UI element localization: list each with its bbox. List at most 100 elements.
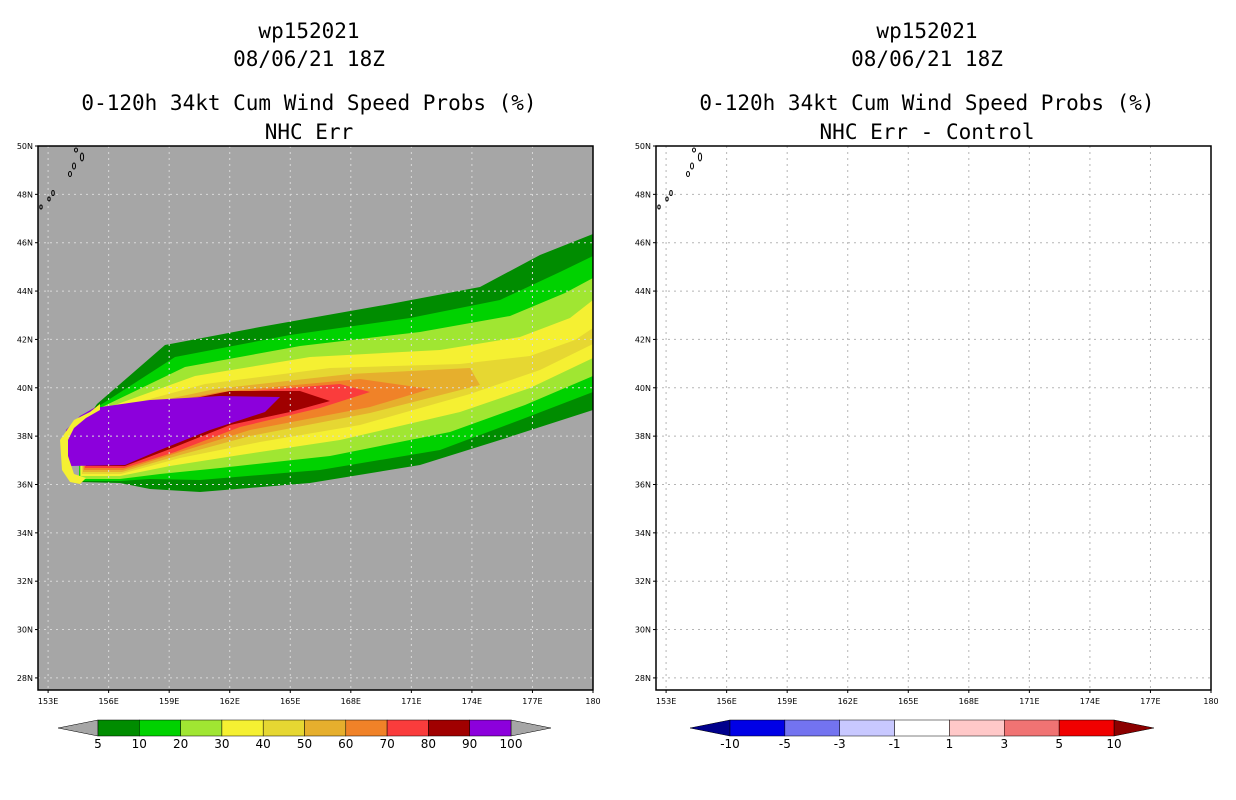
- colorbar-segment: [949, 719, 1005, 737]
- lat-label: 28N: [635, 674, 651, 683]
- map-area: [656, 146, 1211, 690]
- lon-label: 168E: [341, 697, 361, 706]
- colorbar-label: 10: [1106, 737, 1121, 751]
- colorbar-segment: [221, 719, 264, 737]
- colorbar-segment: [839, 719, 895, 737]
- colorbar-label: 10: [132, 737, 147, 751]
- island-coastline: [686, 171, 690, 177]
- lat-label: 32N: [17, 577, 33, 586]
- lat-label: 50N: [635, 142, 651, 151]
- colorbar-label: 80: [421, 737, 436, 751]
- colorbar-under-arrow: [689, 719, 731, 737]
- lon-label: 180: [1203, 697, 1218, 706]
- colorbar-label: -5: [779, 737, 791, 751]
- colorbar-label: -1: [889, 737, 901, 751]
- forecast-datetime: 08/06/21 18Z: [851, 47, 1003, 71]
- lat-label: 40N: [635, 384, 651, 393]
- storm-id: wp152021: [258, 19, 360, 43]
- map-frame: [37, 145, 594, 691]
- colorbar-segment: [1058, 719, 1115, 737]
- colorbar-segment: [97, 719, 140, 737]
- colorbar-segment: [180, 719, 223, 737]
- island-coastline: [692, 147, 696, 153]
- lon-label: 171E: [401, 697, 421, 706]
- lat-label: 40N: [17, 384, 33, 393]
- colorbar-segment: [1004, 719, 1060, 737]
- lat-label: 44N: [17, 287, 33, 296]
- lat-label: 38N: [635, 432, 651, 441]
- lon-label: 156E: [716, 697, 736, 706]
- lon-label: 168E: [959, 697, 979, 706]
- colorbar-segment: [386, 719, 429, 737]
- colorbar-segment: [469, 719, 512, 737]
- storm-id: wp152021: [876, 19, 978, 43]
- island-coastline: [697, 152, 703, 162]
- island-coastline: [657, 204, 661, 210]
- island-coastline: [72, 162, 76, 170]
- colorbar-label: 70: [379, 737, 394, 751]
- colorbar-label: 60: [338, 737, 353, 751]
- prob-contour-90: [64, 396, 280, 466]
- lon-label: 165E: [280, 697, 300, 706]
- lon-label: 162E: [838, 697, 858, 706]
- colorbar-over-arrow: [1113, 719, 1155, 737]
- colorbar-segment: [784, 719, 840, 737]
- map-frame: [655, 145, 1212, 691]
- colorbar-segment: [139, 719, 181, 737]
- product-title: 0-120h 34kt Cum Wind Speed Probs (%): [699, 91, 1155, 115]
- lon-label: 174E: [462, 697, 482, 706]
- lon-label: 162E: [220, 697, 240, 706]
- colorbar-label: 30: [214, 737, 229, 751]
- colorbar-label: -3: [834, 737, 846, 751]
- lon-label: 174E: [1080, 697, 1100, 706]
- panel-nhc-err-control: wp152021 08/06/21 18Z 0-120h 34kt Cum Wi…: [618, 0, 1236, 800]
- colorbar-label: 40: [256, 737, 271, 751]
- lon-label: 156E: [98, 697, 118, 706]
- panel-subtitle: NHC Err - Control: [819, 120, 1035, 144]
- colorbar-segment: [729, 719, 786, 737]
- colorbar-label: 1: [946, 737, 954, 751]
- forecast-datetime: 08/06/21 18Z: [233, 47, 385, 71]
- island-coastline: [47, 196, 51, 202]
- lon-label: 177E: [522, 697, 542, 706]
- lat-label: 42N: [635, 335, 651, 344]
- colorbar-under-arrow: [57, 719, 99, 737]
- colorbar-over-arrow: [510, 719, 552, 737]
- island-coastline: [68, 171, 72, 177]
- lat-label: 38N: [17, 432, 33, 441]
- island-coastline: [51, 190, 55, 196]
- lat-label: 30N: [635, 626, 651, 635]
- difference-map: 50N 48N 46N 44N 42N 40N 38N 36N 34N 32N 30N 28N 153E…: [635, 142, 1219, 751]
- lon-label: 159E: [159, 697, 179, 706]
- colorbar-label: 3: [1000, 737, 1008, 751]
- colorbar-label: 100: [500, 737, 523, 751]
- colorbar-segment: [428, 719, 470, 737]
- colorbar-label: 5: [1055, 737, 1063, 751]
- lat-label: 28N: [17, 674, 33, 683]
- lat-label: 36N: [17, 480, 33, 489]
- island-coastline: [690, 162, 694, 170]
- probability-map: 50N 48N 46N 44N 42N 40N 38N 36N 34N 32N 30N 28N 153E…: [17, 142, 601, 751]
- lon-label: 171E: [1019, 697, 1039, 706]
- lat-label: 36N: [635, 480, 651, 489]
- lon-label: 165E: [898, 697, 918, 706]
- colorbar-label: 50: [297, 737, 312, 751]
- lat-label: 50N: [17, 142, 33, 151]
- colorbar-label: 20: [173, 737, 188, 751]
- lon-label: 153E: [38, 697, 58, 706]
- island-coastline: [669, 190, 673, 196]
- colorbar-segment: [345, 719, 388, 737]
- lat-label: 34N: [17, 529, 33, 538]
- colorbar-label: -10: [720, 737, 740, 751]
- initial-position-edge: [60, 404, 100, 484]
- panel-nhc-err: wp152021 08/06/21 18Z 0-120h 34kt Cum Wi…: [17, 19, 601, 751]
- island-coastline: [79, 152, 85, 162]
- island-coastline: [665, 196, 669, 202]
- colorbar-label: 5: [94, 737, 102, 751]
- lat-label: 48N: [635, 190, 651, 199]
- colorbar-segment: [262, 719, 305, 737]
- lat-label: 46N: [17, 239, 33, 248]
- lat-label: 42N: [17, 335, 33, 344]
- island-coastline: [39, 204, 43, 210]
- lat-label: 30N: [17, 626, 33, 635]
